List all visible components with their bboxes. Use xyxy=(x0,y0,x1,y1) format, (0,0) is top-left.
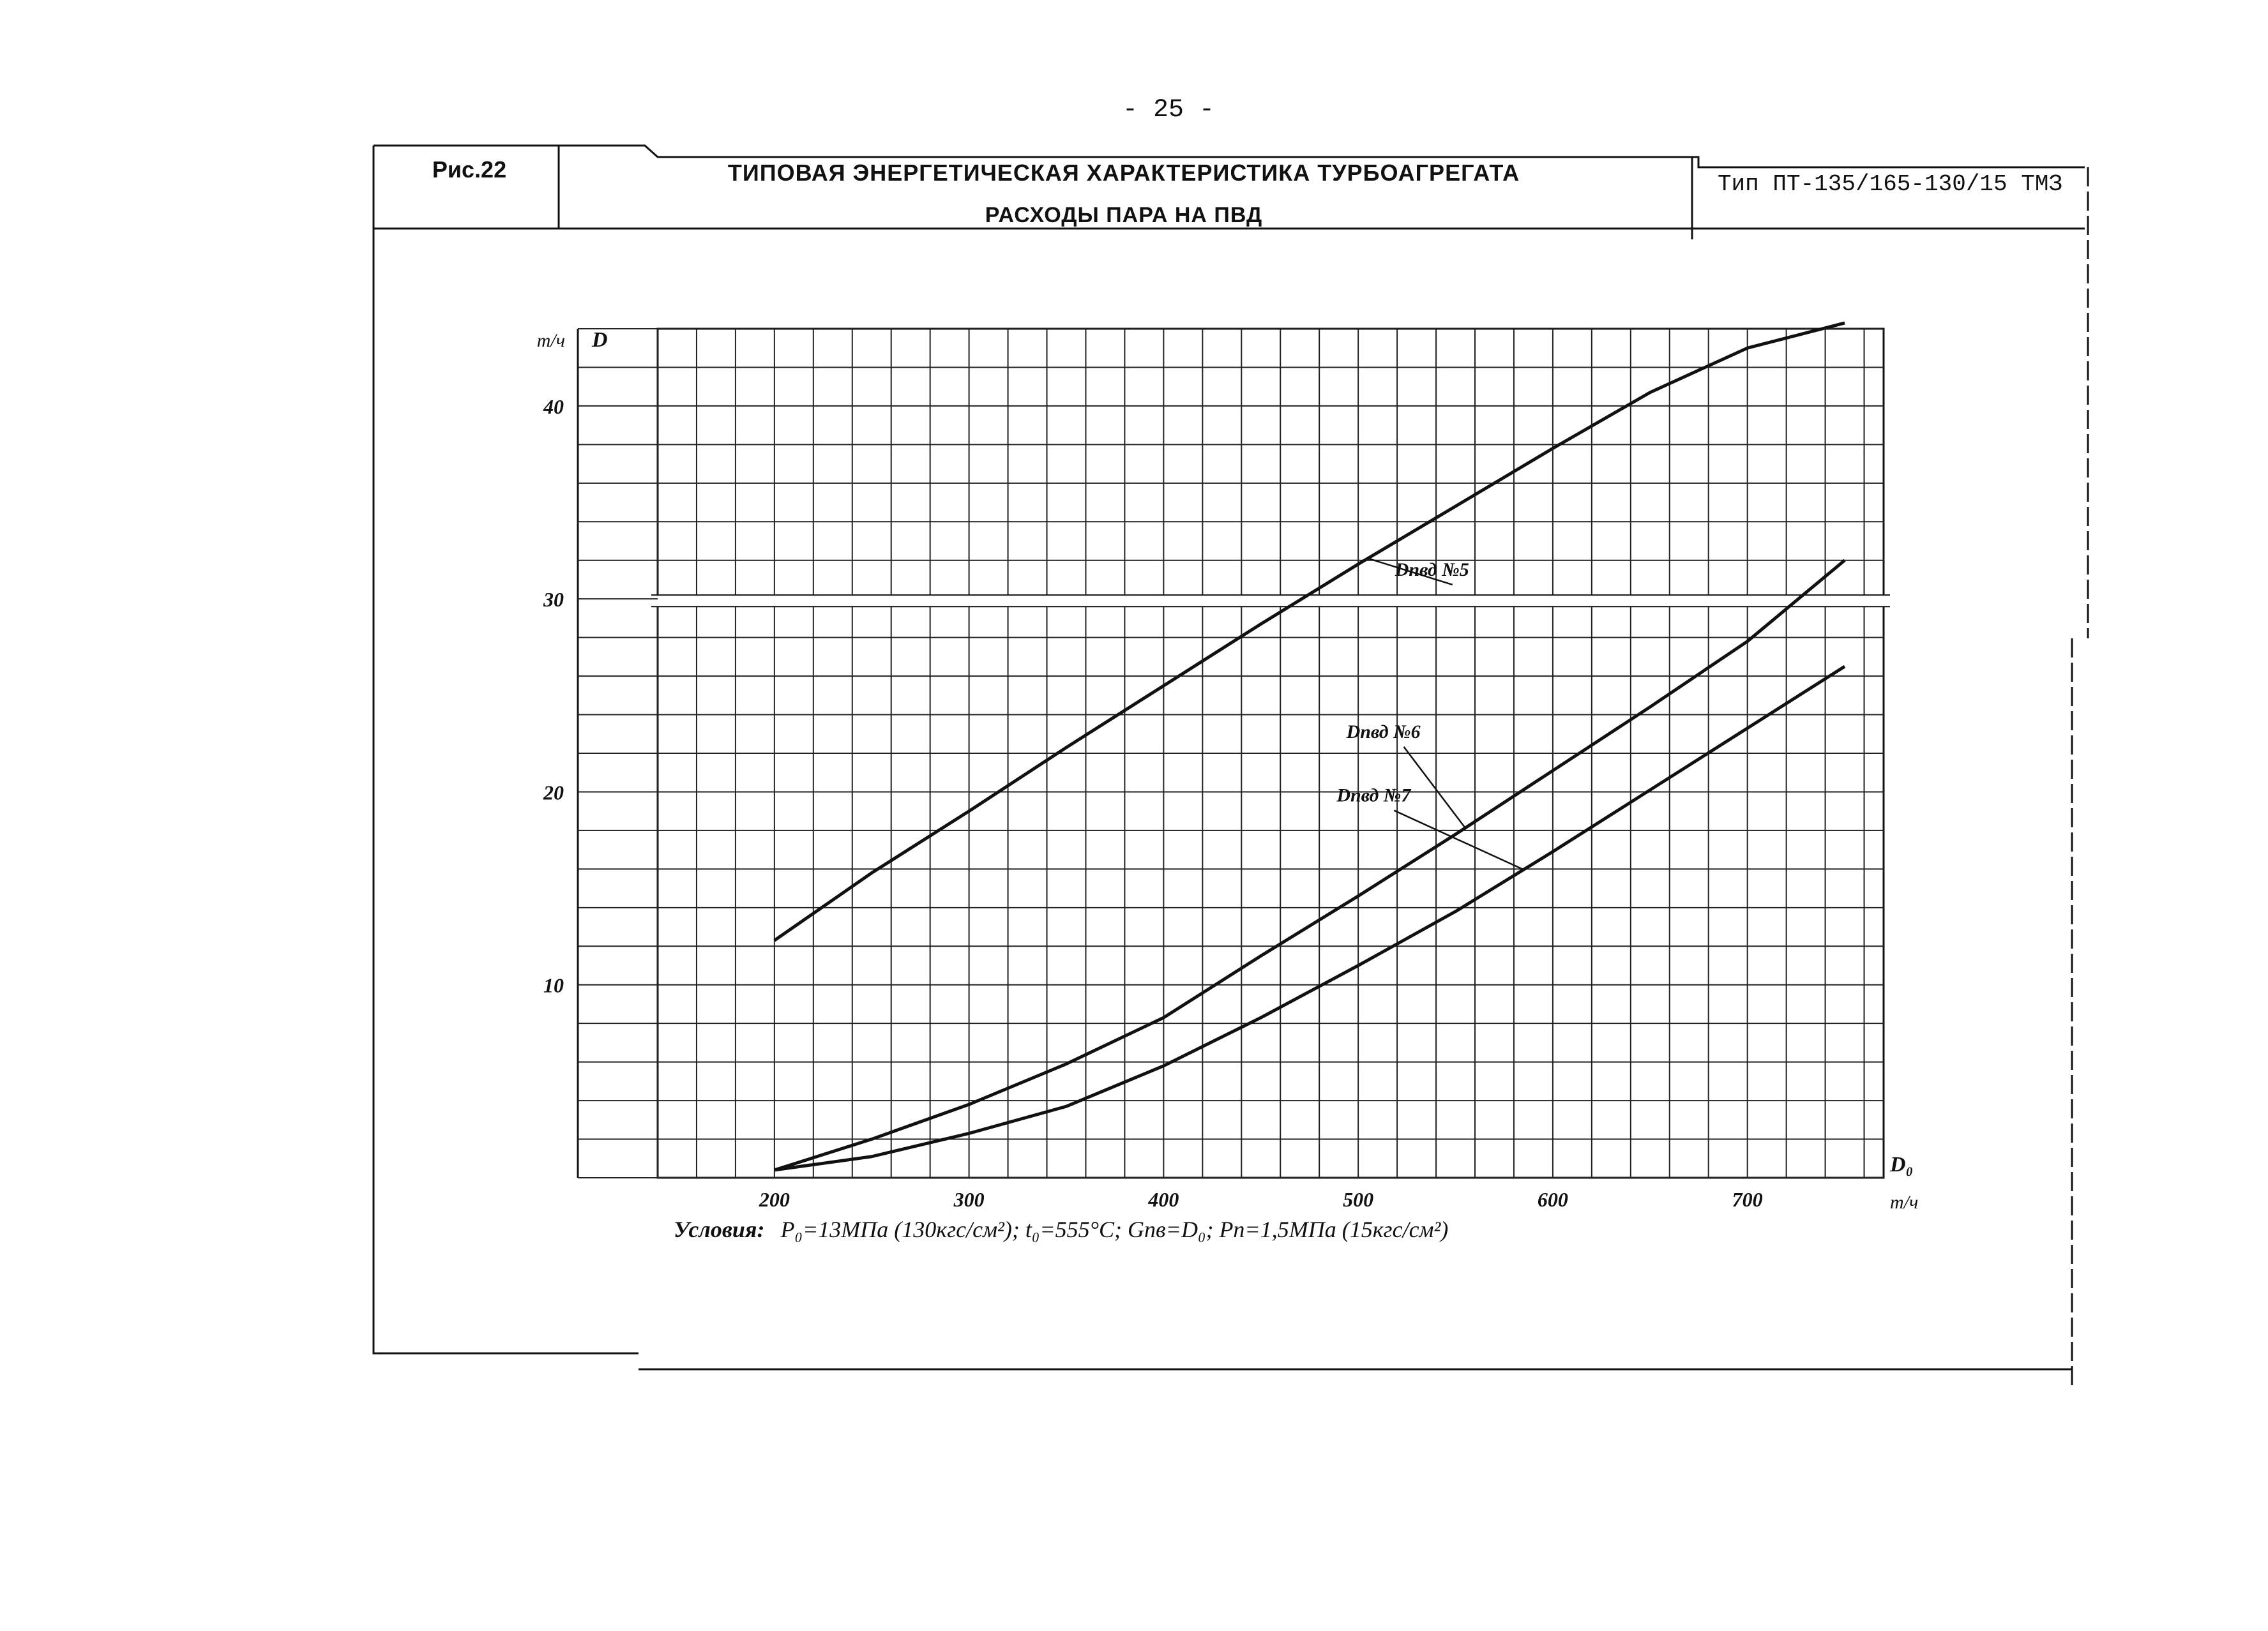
figure-label: Рис.22 xyxy=(432,156,507,183)
series-line xyxy=(773,321,1845,942)
series-leader xyxy=(1393,809,1524,871)
x-tick-label: 600 xyxy=(1538,1188,1568,1211)
series-layer xyxy=(773,321,1846,1172)
conditions-lead: Условия: xyxy=(674,1217,765,1242)
turbine-type-label: Тип ПТ-135/165-130/15 ТМЗ xyxy=(1717,171,2063,197)
x-axis-unit: т/ч xyxy=(1890,1192,1918,1213)
page-frame xyxy=(372,144,2089,1385)
series-label: Dпвд №6 xyxy=(1346,721,1421,742)
x-axis-label: D₀ xyxy=(1889,1153,1913,1176)
y-tick-label: 10 xyxy=(543,974,564,997)
conditions-text: P₀=13МПа (130кгс/см²); t₀=555°C; Gпв=D₀;… xyxy=(780,1217,1449,1242)
y-axis-unit: т/ч xyxy=(537,330,565,351)
axis-break-band xyxy=(656,595,1885,607)
series-label: Dпвд №7 xyxy=(1336,785,1411,806)
y-axis: 10 20 30 40 т/ч D xyxy=(537,328,658,1178)
page-title: ТИПОВАЯ ЭНЕРГЕТИЧЕСКАЯ ХАРАКТЕРИСТИКА ТУ… xyxy=(727,160,1520,186)
x-tick-label: 700 xyxy=(1732,1188,1763,1211)
chart-subtitle: РАСХОДЫ ПАРА НА ПВД xyxy=(985,203,1263,227)
x-axis: 200 300 400 500 600 700 D₀ т/ч xyxy=(759,1153,1918,1213)
x-tick-label: 200 xyxy=(759,1188,790,1211)
x-tick-label: 400 xyxy=(1147,1188,1179,1211)
x-tick-label: 500 xyxy=(1343,1188,1373,1211)
series-line xyxy=(774,559,1846,1172)
series-leader xyxy=(1368,557,1453,586)
conditions-note: Условия: P₀=13МПа (130кгс/см²); t₀=555°C… xyxy=(674,1216,1448,1243)
y-tick-label: 30 xyxy=(543,588,564,611)
label-layer: Dпвд №5 Dпвд №6 Dпвд №7 xyxy=(1336,557,1524,871)
x-tick-label: 300 xyxy=(953,1188,985,1211)
chart-grid xyxy=(651,327,1890,1179)
page-number: - 25 - xyxy=(1122,96,1215,124)
series-line xyxy=(774,665,1846,1172)
series-label: Dпвд №5 xyxy=(1395,559,1469,580)
y-tick-label: 40 xyxy=(543,395,564,418)
y-axis-label: D xyxy=(591,328,608,352)
y-tick-label: 20 xyxy=(543,781,564,804)
series-leader xyxy=(1403,746,1466,829)
